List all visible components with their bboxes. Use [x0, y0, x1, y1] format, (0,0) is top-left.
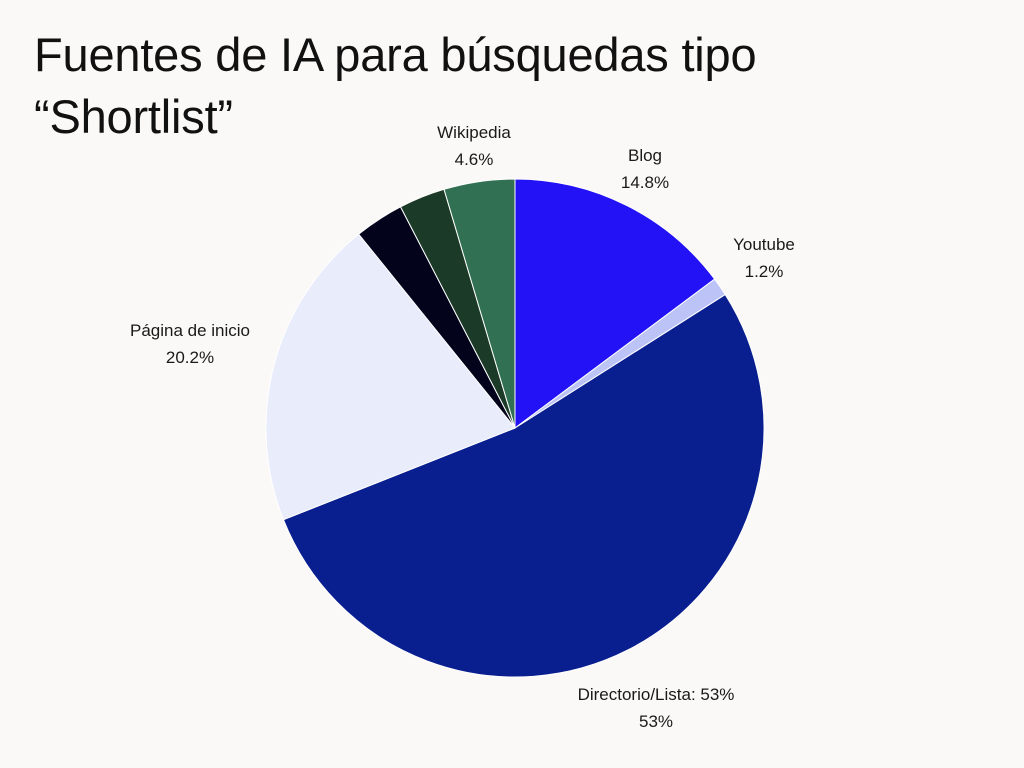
pie-labels: Blog 14.8% Youtube 1.2% Directorio/Lista: 53… — [130, 123, 795, 731]
slice-label-blog: Blog — [628, 146, 662, 165]
slice-label-wikipedia: Wikipedia — [437, 123, 511, 142]
slice-value-youtube: 1.2% — [745, 262, 784, 281]
slice-value-wikipedia: 4.6% — [455, 150, 494, 169]
slice-value-directorio-lista-53: 53% — [639, 712, 673, 731]
pie-slice-pagina-de-inicio — [265, 233, 516, 521]
slice-value-blog: 14.8% — [621, 173, 669, 192]
chart-title: Fuentes de IA para búsquedas tipo “Short… — [34, 28, 757, 143]
pie-slice-wikipedia — [443, 178, 516, 429]
pie-slices — [265, 178, 765, 678]
pie-slice-directorio-lista-53 — [282, 293, 765, 678]
slice-value-pagina-de-inicio: 20.2% — [166, 348, 214, 367]
slice-label-directorio-lista-53: Directorio/Lista: 53% — [578, 685, 735, 704]
slice-label-pagina-de-inicio: Página de inicio — [130, 321, 250, 340]
slice-label-youtube: Youtube — [733, 235, 795, 254]
pie-slice-blog — [514, 178, 716, 429]
